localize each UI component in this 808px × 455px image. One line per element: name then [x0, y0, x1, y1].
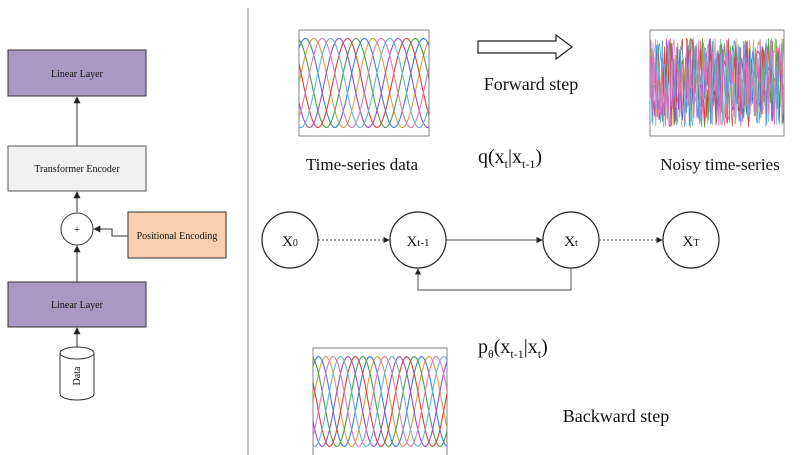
waveform-line — [313, 356, 447, 447]
waveform-line — [313, 356, 447, 447]
transformer-encoder-box — [7, 145, 147, 192]
waveform-line — [299, 37, 429, 129]
waveform-line — [299, 37, 429, 129]
node-xt-minus-1-label: Xt-1 — [406, 234, 429, 250]
transformer-encoder-label: Transformer Encoder — [34, 164, 120, 175]
noise-line — [650, 38, 784, 128]
waveform-line — [299, 37, 429, 129]
node-xT-label: XT — [683, 234, 700, 250]
add-node-circle — [60, 212, 94, 246]
time-series-plot-lines — [299, 37, 429, 129]
bottom-linear-layer-label: Linear Layer — [51, 300, 104, 311]
waveform-line — [313, 356, 447, 447]
node-x0-label: X0 — [282, 234, 298, 250]
waveform-line — [313, 356, 447, 447]
time-series-caption: Time-series data — [306, 155, 419, 174]
waveform-line — [299, 37, 429, 129]
waveform-line — [299, 37, 429, 129]
forward-step-label: Forward step — [484, 74, 578, 94]
cylinder-icon — [59, 346, 95, 401]
waveform-line — [313, 356, 447, 447]
arrow-positional-to-plus — [93, 225, 128, 237]
positional-encoding-label: Positional Encoding — [137, 231, 218, 242]
data-label: Data — [72, 366, 83, 385]
waveform-line — [299, 37, 429, 129]
waveform-line — [313, 356, 447, 447]
reconstructed-plot-lines — [313, 356, 447, 447]
noisy-caption: Noisy time-series — [660, 155, 779, 174]
node-xt-label: Xt — [564, 234, 578, 250]
edge-xt-back-to-xt-minus-1 — [414, 268, 572, 291]
bottom-linear-layer-box — [7, 281, 147, 328]
diffusion-panel: Time-series data Forward step q(xt|xt-1)… — [261, 29, 785, 455]
architecture-panel: Linear Layer Transformer Encoder + Posit… — [7, 49, 227, 401]
forward-formula: q(xt|xt-1) — [478, 146, 542, 171]
waveform-line — [299, 37, 429, 129]
waveform-line — [313, 356, 447, 447]
backward-formula: pθ(xt-1|xt) — [478, 336, 548, 361]
node-xT — [662, 211, 720, 269]
positional-encoding-box — [127, 211, 227, 259]
add-node-symbol: + — [74, 224, 80, 236]
top-linear-layer-label: Linear Layer — [51, 69, 104, 80]
top-linear-layer-box — [7, 49, 147, 97]
backward-step-label: Backward step — [563, 406, 669, 426]
noisy-plot-lines — [650, 37, 784, 128]
right-arrow-icon — [477, 33, 573, 61]
